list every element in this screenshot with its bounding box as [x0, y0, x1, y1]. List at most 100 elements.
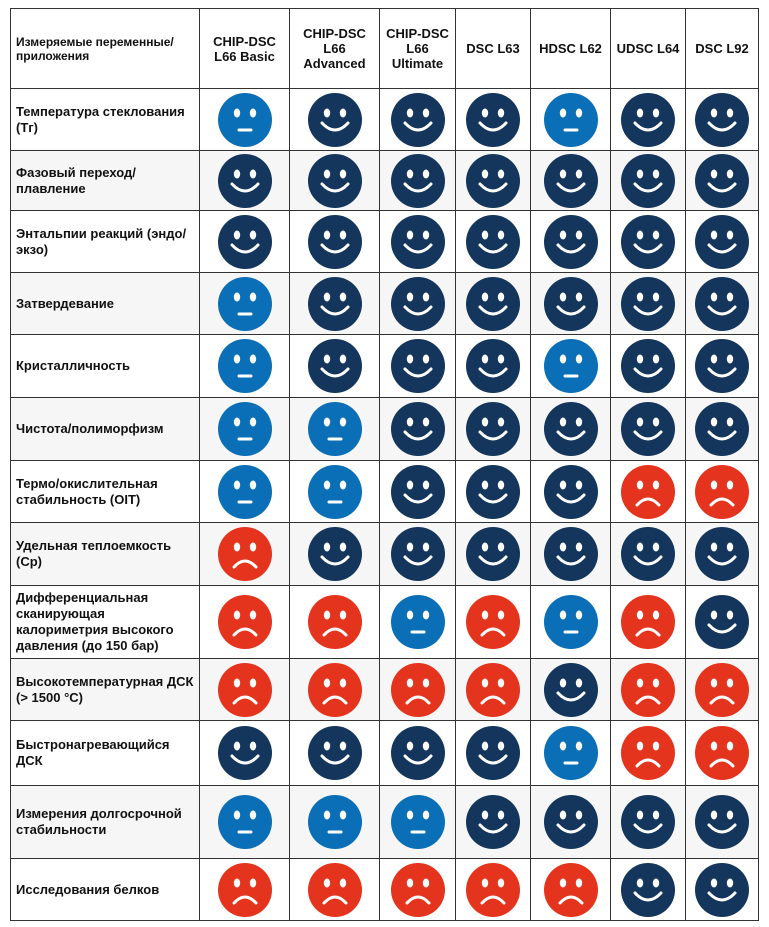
rating-cell: [455, 397, 531, 461]
mouth: [403, 121, 432, 131]
mouth: [556, 305, 585, 315]
row-label: Фазовый переход/плавление: [10, 150, 200, 211]
face: [543, 276, 598, 331]
eye: [575, 610, 582, 620]
face: [390, 339, 445, 393]
rating-cell: [530, 150, 611, 211]
face: [307, 726, 362, 780]
eye: [481, 878, 489, 887]
rating-cell: [289, 210, 380, 273]
rating-icon: [695, 862, 749, 917]
rating-cell: [455, 785, 531, 859]
rating-cell: [379, 785, 456, 859]
eye: [481, 741, 489, 751]
rating-icon: [307, 402, 362, 456]
face: [621, 402, 675, 456]
eye: [652, 810, 660, 820]
mouth: [556, 182, 585, 192]
eye: [323, 230, 330, 239]
face: [217, 527, 272, 581]
face: [695, 402, 749, 456]
rating-cell: [379, 720, 456, 786]
face: [307, 464, 362, 519]
rating-icon: [466, 402, 520, 456]
eye: [497, 610, 505, 620]
rating-icon: [695, 464, 749, 519]
face: [695, 527, 749, 581]
column-header: CHIP-DSC L66 Basic: [199, 8, 290, 89]
rating-cell: [379, 397, 456, 461]
rating-icon: [543, 662, 598, 717]
rating-icon: [390, 662, 445, 717]
eye: [422, 878, 429, 887]
eye: [406, 292, 413, 301]
face: [307, 276, 362, 331]
rating-icon: [217, 726, 272, 780]
eye: [233, 678, 240, 687]
face: [217, 92, 272, 147]
eye: [406, 230, 413, 239]
rating-cell: [530, 210, 611, 273]
table-row: Чистота/полиморфизм: [10, 397, 759, 461]
rating-cell: [289, 88, 380, 151]
eye: [233, 354, 240, 364]
eye: [323, 810, 330, 820]
rating-cell: [289, 858, 380, 921]
rating-icon: [307, 595, 362, 649]
rating-cell: [289, 272, 380, 335]
rating-icon: [695, 92, 749, 147]
eye: [323, 542, 330, 552]
rating-cell: [610, 150, 686, 211]
table-row: Кристалличность: [10, 334, 759, 398]
face: [466, 862, 520, 917]
eye: [575, 542, 582, 552]
rating-cell: [530, 858, 611, 921]
eye: [339, 292, 346, 301]
mouth: [707, 555, 737, 566]
face: [695, 153, 749, 208]
rating-cell: [455, 658, 531, 721]
rating-cell: [289, 785, 380, 859]
rating-icon: [217, 862, 272, 917]
rating-cell: [685, 522, 759, 586]
mouth: [635, 497, 661, 506]
rating-icon: [307, 276, 362, 331]
eye: [575, 292, 582, 301]
rating-cell: [455, 585, 531, 659]
rating-cell: [379, 210, 456, 273]
mouth: [478, 305, 508, 315]
eye: [339, 169, 346, 178]
eye: [710, 542, 718, 552]
rating-icon: [307, 339, 362, 393]
rating-cell: [530, 658, 611, 721]
rating-cell: [685, 150, 759, 211]
rating-icon: [621, 92, 675, 147]
eye: [233, 169, 240, 178]
eye: [710, 354, 718, 364]
mouth: [707, 823, 737, 834]
rating-icon: [621, 339, 675, 393]
eye: [575, 169, 582, 178]
face: [621, 862, 675, 917]
rating-cell: [455, 272, 531, 335]
eye: [559, 480, 566, 489]
mouth: [709, 758, 735, 768]
rating-cell: [379, 88, 456, 151]
eye: [710, 810, 718, 820]
mouth: [403, 305, 432, 315]
eye: [339, 678, 346, 687]
eye: [710, 678, 718, 687]
eye: [575, 480, 582, 489]
mouth: [232, 695, 257, 704]
eye: [481, 292, 489, 301]
eye: [559, 678, 566, 687]
mouth: [707, 891, 737, 901]
mouth: [320, 754, 349, 765]
table-row: Исследования белков: [10, 858, 759, 921]
eye: [233, 810, 240, 820]
face: [621, 527, 675, 581]
mouth: [707, 243, 737, 253]
rating-cell: [685, 658, 759, 721]
rating-cell: [530, 272, 611, 335]
face: [466, 595, 520, 649]
